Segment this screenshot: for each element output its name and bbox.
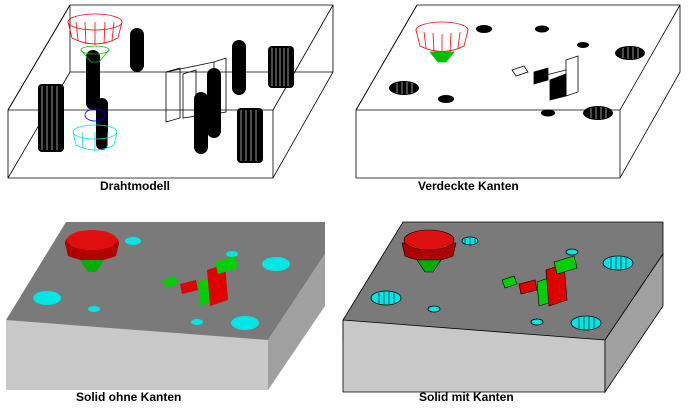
solid-no-edges-panel: Solid ohne Kanten — [6, 222, 325, 404]
solid-side-face — [268, 254, 325, 390]
solid-holes — [33, 237, 290, 330]
solid-edges-tool — [401, 229, 457, 273]
wireframe-tool-ghost — [72, 108, 118, 151]
solid-edges-panel: Solid mit Kanten — [342, 221, 664, 404]
hidden-lines-panel: Verdeckte Kanten — [355, 4, 681, 193]
solid-edges-pocket — [501, 255, 578, 307]
hidden-pocket — [511, 55, 579, 101]
hidden-holes — [389, 25, 645, 120]
hidden-tool — [415, 21, 469, 63]
wireframe-panel: Drahtmodell — [7, 4, 334, 193]
caption-solid-no-edges: Solid ohne Kanten — [76, 390, 181, 404]
caption-solid-edges: Solid mit Kanten — [419, 390, 514, 404]
hidden-hole-hatch — [396, 47, 639, 119]
wireframe-tool — [67, 13, 123, 63]
caption-wireframe: Drahtmodell — [100, 179, 170, 193]
wireframe-hatching — [41, 48, 289, 161]
solid-edges-side-face — [604, 252, 664, 394]
solid-tool — [65, 230, 119, 272]
wireframe-cylinders — [38, 28, 294, 163]
solid-edges-holes — [370, 236, 634, 331]
solid-edges-hole-hatch — [378, 238, 627, 329]
hidden-block — [355, 4, 681, 179]
wireframe-pocket — [165, 57, 227, 123]
solid-front-face — [6, 320, 268, 390]
caption-hidden-lines: Verdeckte Kanten — [418, 179, 519, 193]
solid-pocket — [163, 256, 238, 306]
